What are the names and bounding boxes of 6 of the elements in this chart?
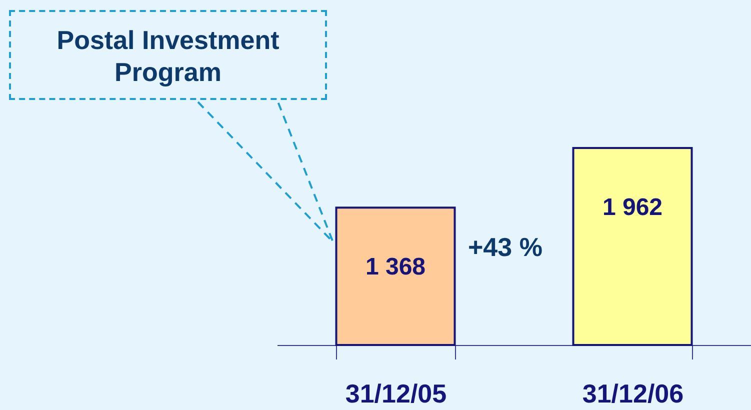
data-label: 1 368 <box>365 254 426 281</box>
x-tick-label: 31/12/06 <box>582 378 684 408</box>
annotation: +43 % <box>468 232 542 263</box>
chart-title: Postal Investment Program <box>9 10 327 100</box>
data-label: 1 962 <box>602 194 663 221</box>
x-tick-label: 31/12/05 <box>345 378 447 408</box>
